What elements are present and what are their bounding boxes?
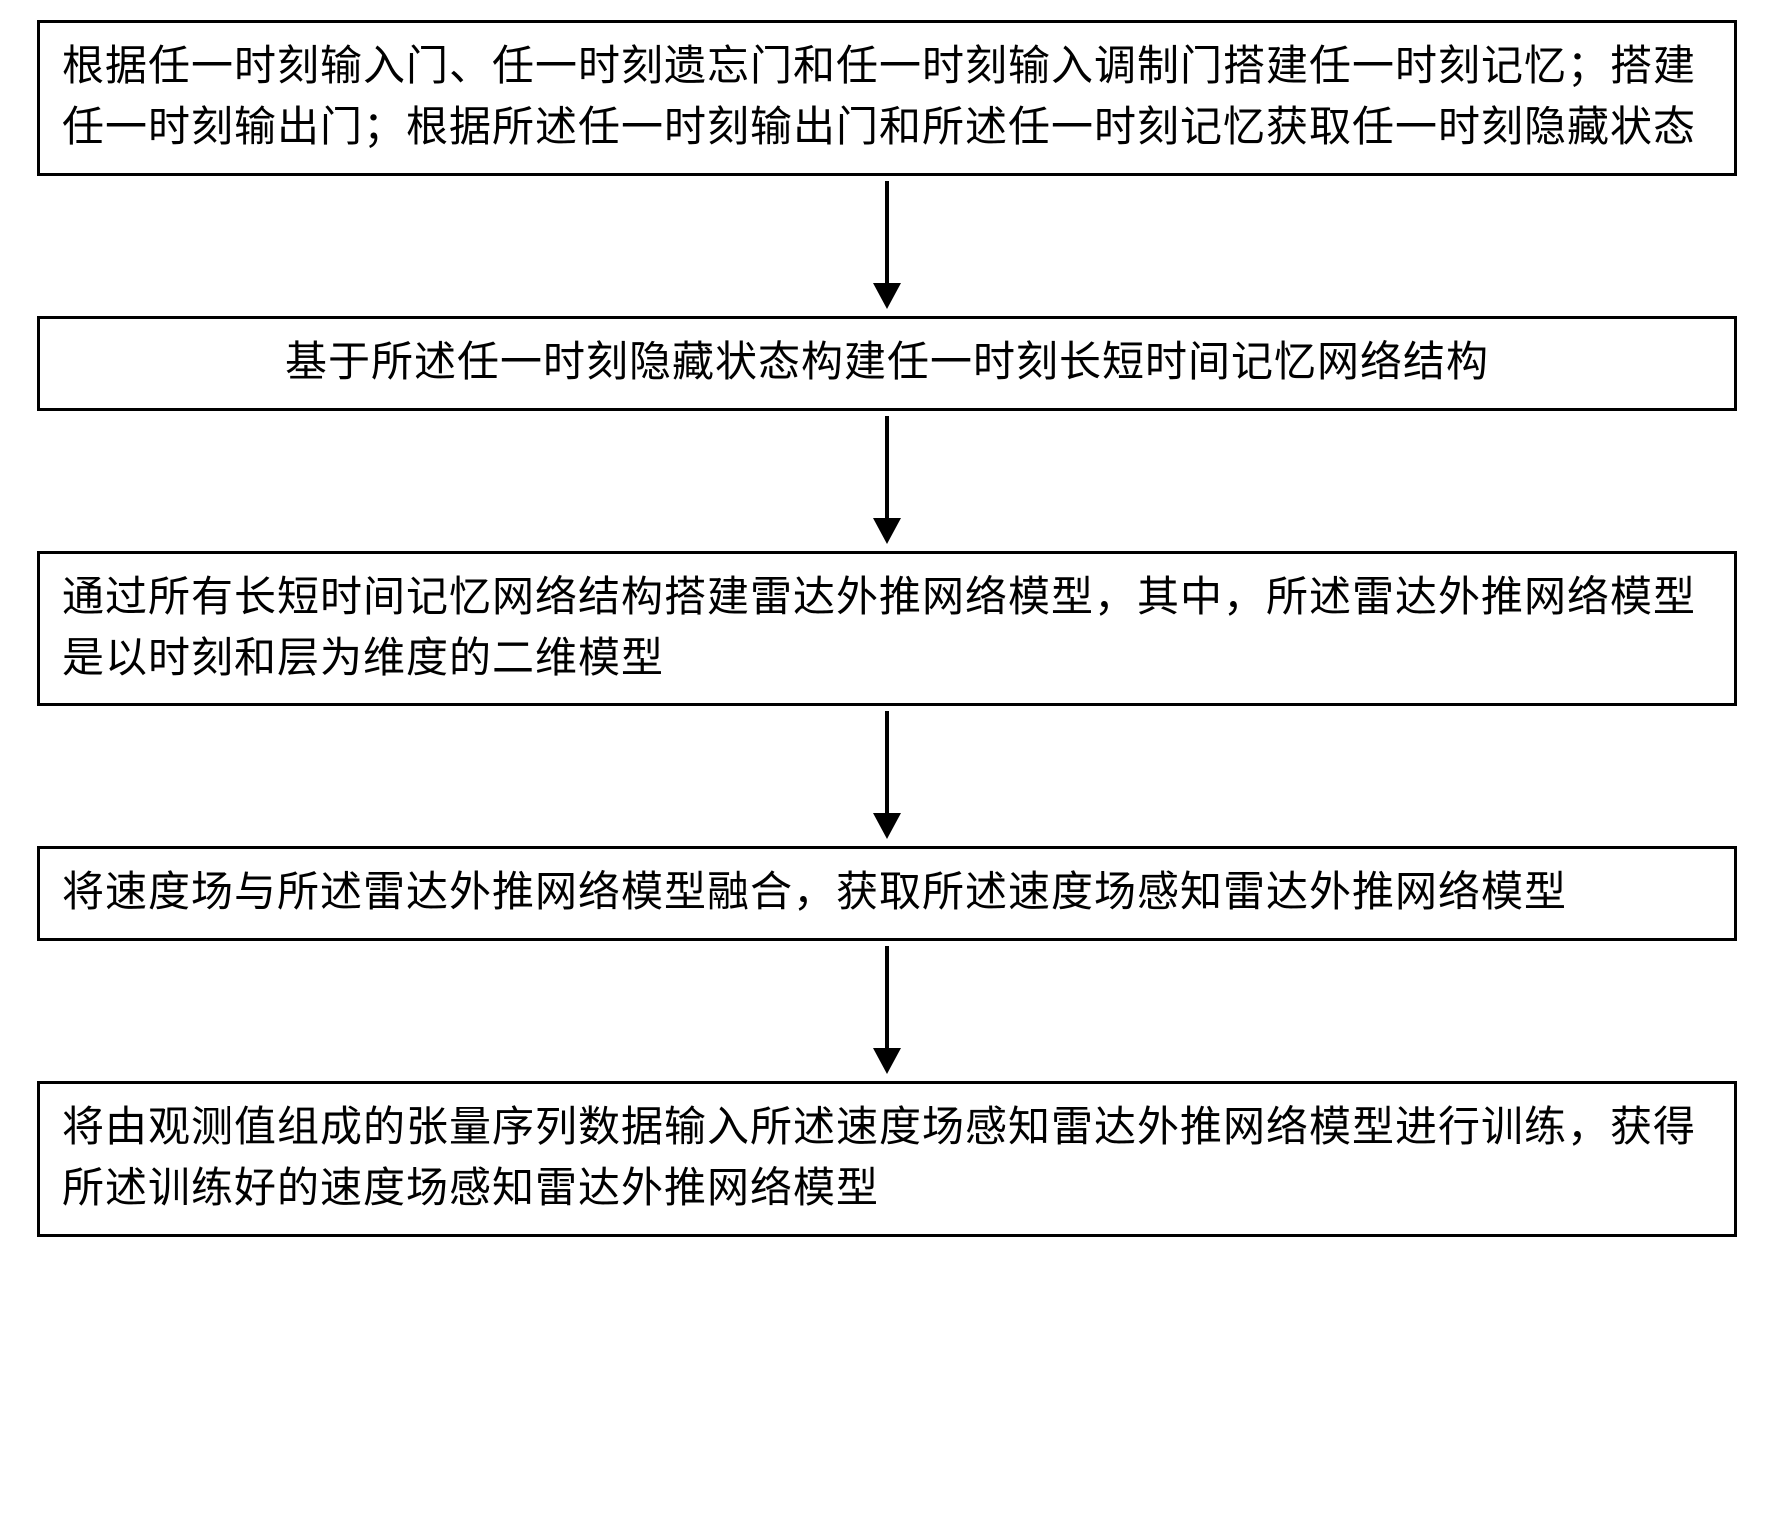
flow-step-5: 将由观测值组成的张量序列数据输入所述速度场感知雷达外推网络模型进行训练，获得所述… — [37, 1081, 1737, 1237]
flow-arrow-2 — [867, 411, 907, 551]
flow-arrow-1 — [867, 176, 907, 316]
arrow-down-icon — [867, 946, 907, 1076]
flow-step-3: 通过所有长短时间记忆网络结构搭建雷达外推网络模型，其中，所述雷达外推网络模型是以… — [37, 551, 1737, 707]
flow-step-3-text: 通过所有长短时间记忆网络结构搭建雷达外推网络模型，其中，所述雷达外推网络模型是以… — [62, 575, 1696, 682]
arrow-down-icon — [867, 181, 907, 311]
arrow-down-icon — [867, 416, 907, 546]
flow-step-2-text: 基于所述任一时刻隐藏状态构建任一时刻长短时间记忆网络结构 — [285, 340, 1489, 386]
flow-arrow-3 — [867, 706, 907, 846]
arrow-down-icon — [867, 711, 907, 841]
flowchart-container: 根据任一时刻输入门、任一时刻遗忘门和任一时刻输入调制门搭建任一时刻记忆；搭建任一… — [20, 20, 1754, 1237]
flow-step-4-text: 将速度场与所述雷达外推网络模型融合，获取所述速度场感知雷达外推网络模型 — [62, 870, 1567, 916]
flow-arrow-4 — [867, 941, 907, 1081]
flow-step-4: 将速度场与所述雷达外推网络模型融合，获取所述速度场感知雷达外推网络模型 — [37, 846, 1737, 941]
flow-step-5-text: 将由观测值组成的张量序列数据输入所述速度场感知雷达外推网络模型进行训练，获得所述… — [62, 1105, 1696, 1212]
flow-step-2: 基于所述任一时刻隐藏状态构建任一时刻长短时间记忆网络结构 — [37, 316, 1737, 411]
flow-step-1: 根据任一时刻输入门、任一时刻遗忘门和任一时刻输入调制门搭建任一时刻记忆；搭建任一… — [37, 20, 1737, 176]
flow-step-1-text: 根据任一时刻输入门、任一时刻遗忘门和任一时刻输入调制门搭建任一时刻记忆；搭建任一… — [62, 44, 1696, 151]
